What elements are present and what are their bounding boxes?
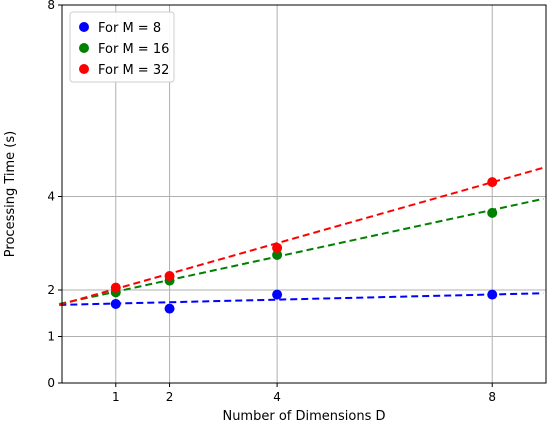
legend-entry: For M = 8: [98, 21, 161, 36]
y-tick-label: 2: [47, 283, 55, 297]
legend: For M = 8 For M = 16 For M = 32: [69, 11, 175, 83]
x-tick-label: 2: [166, 390, 174, 404]
y-axis-label: Processing Time (s): [3, 131, 18, 257]
fit-line-series-2: [59, 197, 544, 305]
legend-entry: For M = 32: [98, 63, 169, 78]
legend-marker: [79, 43, 89, 53]
y-tick-label: 8: [47, 0, 55, 12]
legend-box: [69, 11, 175, 83]
point-series-1: [164, 303, 175, 314]
point-series-2: [487, 207, 498, 218]
point-series-2: [272, 249, 283, 260]
ticks: 1 2 4 8 0 1 2 4 8: [47, 0, 496, 404]
x-tick-label: 1: [112, 390, 120, 404]
y-tick-label: 0: [47, 376, 55, 390]
legend-marker: [79, 22, 89, 32]
legend-entry: For M = 16: [98, 42, 169, 57]
data-points: [110, 177, 498, 314]
x-tick-label: 8: [488, 390, 496, 404]
plot-frame: [61, 4, 547, 384]
point-series-1: [272, 289, 283, 300]
fit-lines: [59, 166, 544, 306]
point-series-1: [487, 289, 498, 300]
point-series-3: [272, 242, 283, 253]
point-series-3: [164, 270, 175, 281]
x-axis-label: Number of Dimensions D: [222, 409, 385, 424]
fit-line-series-1: [59, 292, 544, 306]
point-series-3: [487, 177, 498, 188]
legend-marker: [79, 64, 89, 74]
fit-line-series-3: [59, 166, 544, 306]
x-tick-label: 4: [273, 390, 281, 404]
y-tick-label: 4: [47, 190, 55, 204]
point-series-3: [110, 282, 121, 293]
y-tick-label: 1: [47, 330, 55, 344]
point-series-1: [110, 298, 121, 309]
